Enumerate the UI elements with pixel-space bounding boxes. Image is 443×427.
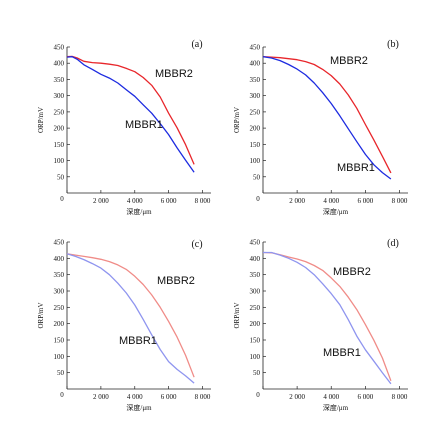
- y-tick-label: 250: [250, 304, 261, 312]
- series-label-mbbr1: MBBR1: [337, 162, 375, 174]
- chart-panel: 50 100 150 200 250 300 350 400 450 0 2 000 4 000 6 0…: [37, 39, 211, 216]
- chart-panel: 50 100 150 200 250 300 350 400 450 0 2 000 4 000 6 0…: [233, 238, 408, 412]
- y-tick-label: 250: [54, 304, 65, 312]
- y-tick-label: 300: [250, 288, 261, 296]
- y-tick-label: 100: [54, 157, 65, 165]
- chart-panel: 50 100 150 200 250 300 350 400 450 0 2 000 4 000 6 0…: [233, 39, 408, 216]
- x-axis-title: 深度/μm: [323, 207, 349, 216]
- series-line-mbbr2: [66, 55, 195, 165]
- series-line-mbbr1: [263, 251, 392, 385]
- x-tick-label: 2 000: [93, 393, 109, 401]
- x-tick-label: 0: [60, 195, 64, 203]
- x-tick-label: 0: [256, 195, 260, 203]
- panel-label: (c): [191, 239, 202, 250]
- y-tick-label: 250: [250, 108, 261, 116]
- y-axis-title: ORP/mV: [233, 107, 241, 133]
- x-tick-label: 6 000: [161, 197, 177, 205]
- x-tick-label: 8 000: [392, 393, 408, 401]
- y-tick-label: 200: [250, 320, 261, 328]
- y-tick-label: 300: [250, 92, 261, 100]
- y-tick-label: 400: [54, 60, 65, 68]
- y-tick-label: 400: [250, 60, 261, 68]
- x-tick-label: 6 000: [357, 197, 373, 205]
- y-tick-label: 350: [250, 271, 261, 279]
- x-tick-label: 4 000: [127, 393, 143, 401]
- y-tick-label: 350: [250, 76, 261, 84]
- x-tick-label: 0: [256, 391, 260, 399]
- y-tick-label: 450: [54, 44, 65, 52]
- series-label-mbbr1: MBBR1: [119, 335, 157, 347]
- x-tick-label: 8 000: [195, 393, 211, 401]
- x-tick-label: 8 000: [195, 197, 211, 205]
- y-tick-label: 350: [54, 271, 65, 279]
- y-tick-label: 400: [250, 255, 261, 263]
- x-tick-label: 4 000: [323, 197, 339, 205]
- series-line-mbbr1: [66, 56, 195, 173]
- series-line-mbbr2: [262, 251, 392, 382]
- series-label-mbbr2: MBBR2: [157, 275, 195, 287]
- x-tick-label: 4 000: [323, 393, 339, 401]
- series-line-mbbr2: [66, 253, 195, 378]
- y-tick-label: 350: [54, 76, 65, 84]
- y-tick-label: 200: [54, 125, 65, 133]
- y-tick-label: 200: [54, 320, 65, 328]
- panel-label: (d): [387, 238, 399, 249]
- y-tick-label: 50: [57, 369, 65, 377]
- x-tick-label: 2 000: [289, 197, 305, 205]
- panel-label: (b): [387, 39, 399, 50]
- x-axis-title: 深度/μm: [323, 403, 349, 412]
- series-label-mbbr2: MBBR2: [333, 266, 371, 278]
- y-tick-label: 200: [250, 125, 261, 133]
- series-label-mbbr1: MBBR1: [125, 119, 163, 131]
- y-tick-label: 150: [54, 141, 65, 149]
- y-tick-label: 250: [54, 108, 65, 116]
- y-tick-label: 150: [250, 141, 261, 149]
- y-tick-label: 300: [54, 92, 65, 100]
- series-label-mbbr2: MBBR2: [330, 55, 368, 67]
- y-tick-label: 400: [54, 255, 65, 263]
- series-label-mbbr2: MBBR2: [155, 68, 193, 80]
- y-tick-label: 300: [54, 288, 65, 296]
- panel-label: (a): [191, 39, 202, 50]
- y-tick-label: 450: [250, 44, 261, 52]
- y-tick-label: 50: [253, 173, 261, 181]
- y-tick-label: 450: [250, 239, 261, 247]
- y-tick-label: 50: [57, 173, 65, 181]
- series-line-mbbr2: [262, 56, 392, 174]
- y-tick-label: 50: [253, 369, 261, 377]
- x-tick-label: 4 000: [127, 197, 143, 205]
- y-axis-title: ORP/mV: [37, 302, 45, 328]
- series-line-mbbr1: [262, 56, 392, 180]
- x-tick-label: 2 000: [289, 393, 305, 401]
- chart-panel: 50 100 150 200 250 300 350 400 450 0 2 000 4 000 6 0…: [37, 239, 211, 412]
- y-tick-label: 150: [250, 337, 261, 345]
- series-line-mbbr1: [66, 253, 195, 384]
- y-axis-title: ORP/mV: [233, 302, 241, 328]
- y-tick-label: 100: [54, 353, 65, 361]
- series-label-mbbr1: MBBR1: [323, 347, 361, 359]
- x-axis-title: 深度/μm: [126, 403, 152, 412]
- y-axis-title: ORP/mV: [37, 107, 45, 133]
- x-tick-label: 0: [60, 391, 64, 399]
- y-tick-label: 100: [250, 157, 261, 165]
- x-axis-title: 深度/μm: [126, 207, 152, 216]
- y-tick-label: 450: [54, 239, 65, 247]
- y-tick-label: 100: [250, 353, 261, 361]
- y-tick-label: 150: [54, 337, 65, 345]
- x-tick-label: 6 000: [357, 393, 373, 401]
- x-tick-label: 2 000: [93, 197, 109, 205]
- x-tick-label: 8 000: [392, 197, 408, 205]
- x-tick-label: 6 000: [161, 393, 177, 401]
